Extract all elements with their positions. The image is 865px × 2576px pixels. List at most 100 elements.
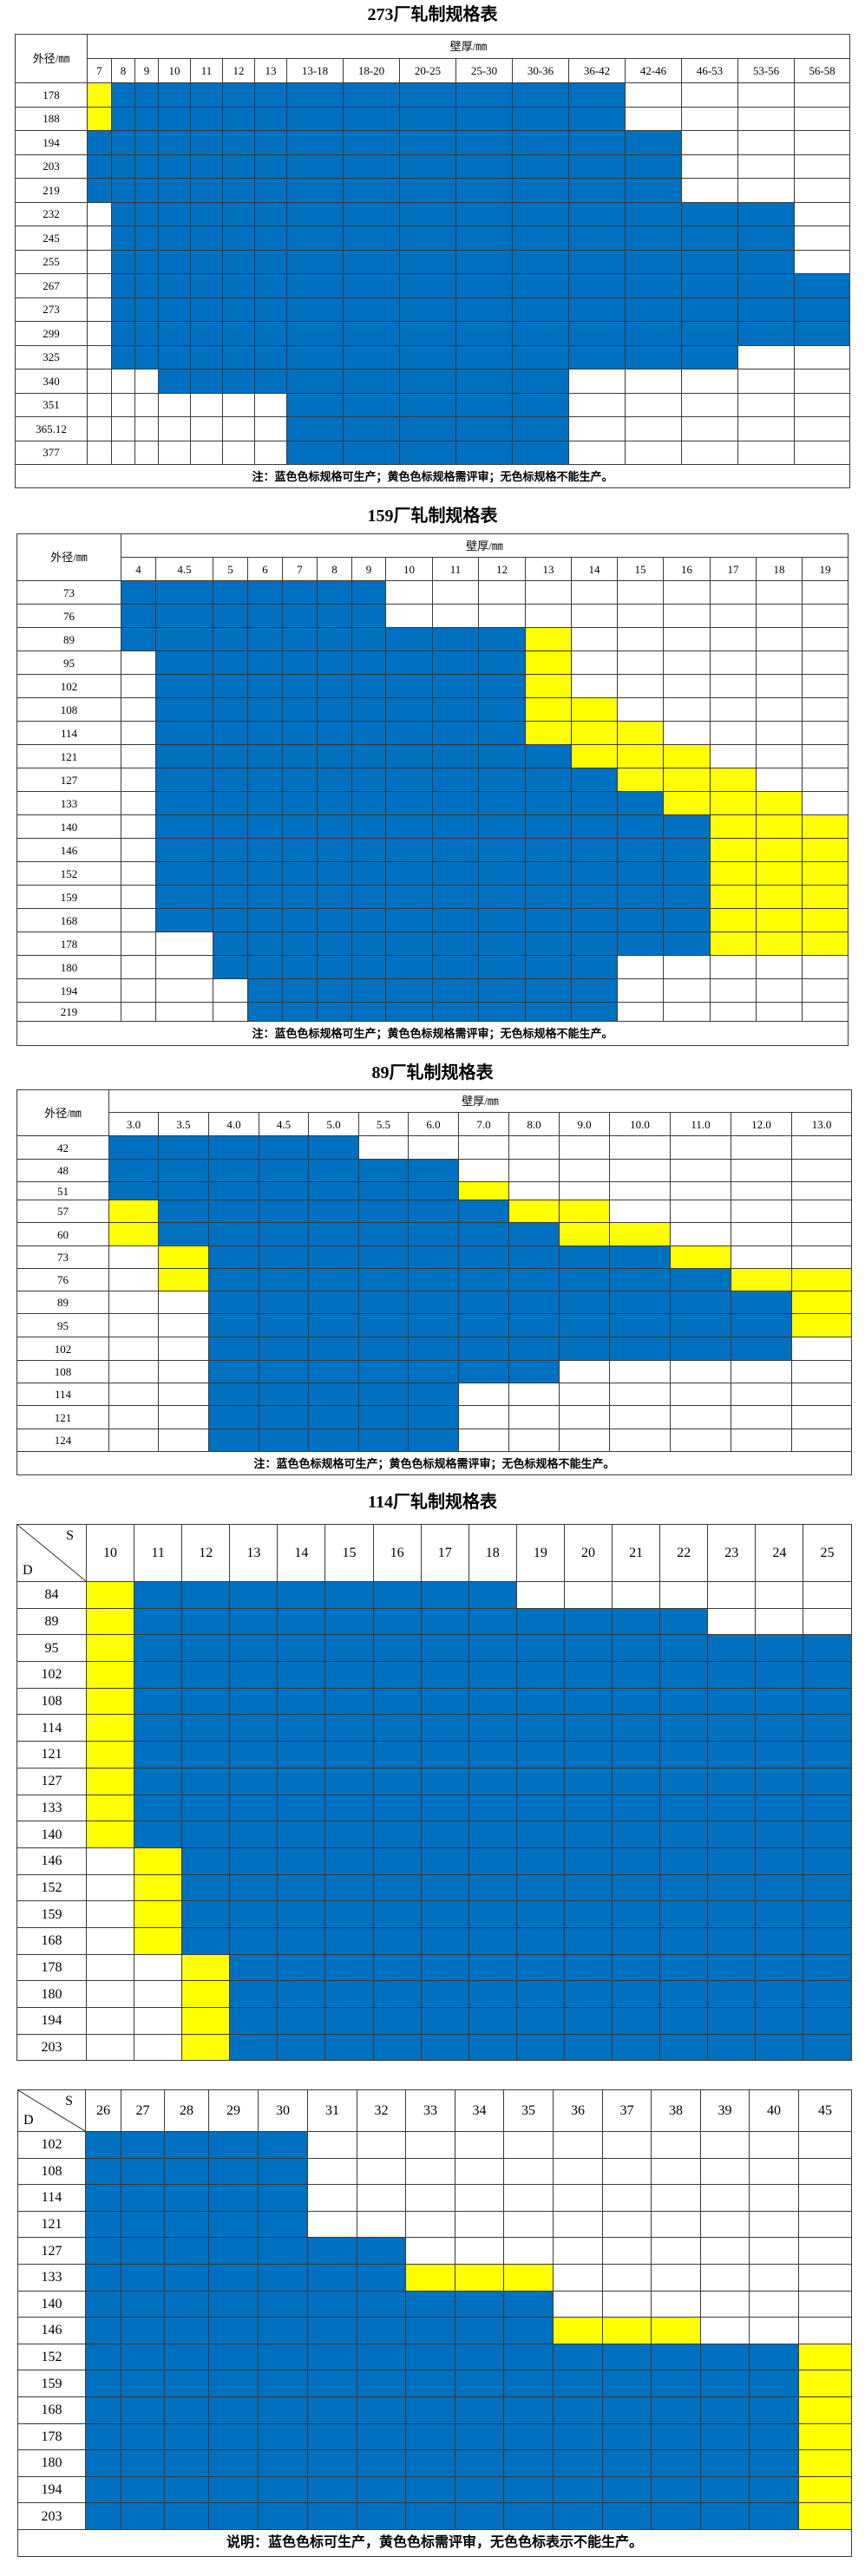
spec-cell	[87, 344, 112, 369]
spec-cell	[324, 1714, 374, 1742]
spec-cell	[455, 273, 513, 298]
spec-cell	[563, 1581, 613, 1609]
spec-cell	[258, 2317, 308, 2344]
spec-cell	[399, 392, 456, 417]
spec-cell	[737, 106, 795, 131]
spec-cell	[385, 627, 433, 651]
spec-cell	[247, 604, 283, 628]
spec-cell	[181, 1581, 231, 1609]
spec-cell	[134, 226, 159, 251]
spec-cell	[617, 955, 664, 979]
spec-cell	[121, 2131, 165, 2159]
header-row: S D 26 27 28 29 30 31 32 33 34 35 36 37 38 39 40 45	[17, 2089, 852, 2132]
spec-cell	[617, 580, 664, 605]
spec-cell	[181, 1926, 231, 1955]
spec-cell	[794, 321, 850, 346]
column-label: 12	[181, 1524, 231, 1582]
spec-cell	[158, 226, 191, 251]
row-label: 180	[16, 1980, 87, 2008]
spec-cell	[755, 1873, 804, 1902]
spec-cell	[258, 2422, 308, 2451]
column-labels-row: 4 4.5 5 6 7 8 9 10 11 12 13 14 15 16 17 18 19	[17, 557, 849, 581]
spec-cell	[385, 932, 433, 956]
spec-cell	[791, 1222, 852, 1246]
spec-cell	[399, 201, 456, 226]
spec-cell	[164, 2237, 209, 2265]
spec-cell	[111, 82, 135, 108]
spec-cell	[282, 627, 318, 651]
spec-cell	[700, 2263, 750, 2292]
spec-cell	[432, 674, 479, 698]
spec-cell	[625, 440, 682, 465]
row-header-label: 外径/㎜	[16, 533, 121, 581]
spec-cell	[478, 838, 526, 862]
spec-cell	[525, 651, 572, 675]
spec-cell	[155, 1002, 213, 1022]
spec-cell	[399, 130, 456, 155]
spec-cell	[108, 1222, 159, 1246]
spec-cell	[707, 1847, 757, 1875]
row-label: 194	[16, 978, 121, 1003]
spec-cell	[659, 1661, 709, 1689]
spec-cell	[710, 791, 757, 815]
spec-cell	[229, 1847, 279, 1875]
spec-cell	[208, 2210, 259, 2239]
spec-cell	[351, 908, 386, 932]
spec-cell	[308, 1337, 359, 1361]
spec-cell	[85, 2237, 121, 2265]
column-label: 9	[134, 58, 159, 83]
spec-cell	[351, 721, 386, 745]
spec-cell	[181, 1794, 231, 1822]
spec-cell	[612, 1634, 661, 1663]
spec-cell	[247, 955, 283, 979]
spec-cell	[85, 1953, 135, 1982]
spec-cell	[803, 1714, 852, 1742]
row-label: 89	[16, 1607, 87, 1636]
spec-cell	[317, 697, 352, 722]
spec-cell	[791, 1268, 852, 1291]
spec-cell	[190, 178, 223, 203]
spec-cell	[213, 908, 248, 932]
spec-cell	[111, 249, 135, 274]
row-label: 57	[16, 1200, 109, 1223]
column-label: 16	[663, 557, 711, 581]
spec-cell	[659, 1634, 709, 1663]
spec-cell	[707, 1821, 757, 1848]
spec-cell	[478, 744, 526, 768]
spec-cell	[229, 1661, 279, 1689]
spec-cell	[324, 1767, 374, 1795]
spec-cell	[286, 249, 344, 274]
spec-cell	[121, 2343, 165, 2371]
table-row: 121	[17, 2210, 852, 2239]
spec-cell	[190, 201, 223, 226]
header-row: 外径/㎜ 壁厚/㎜	[15, 34, 850, 83]
spec-cell	[515, 1926, 565, 1955]
spec-cell	[803, 1900, 852, 1928]
spec-cell	[731, 1268, 792, 1291]
table-row: 133	[16, 791, 849, 815]
spec-cell	[670, 1268, 731, 1291]
spec-cell	[625, 344, 682, 369]
spec-cell	[385, 861, 433, 886]
spec-cell	[525, 908, 572, 932]
spec-cell	[164, 2157, 209, 2186]
spec-cell	[282, 955, 318, 979]
spec-cell	[134, 2033, 183, 2062]
spec-cell	[208, 1313, 259, 1337]
spec-cell	[571, 744, 618, 768]
spec-cell	[525, 814, 572, 839]
spec-cell	[659, 2033, 709, 2062]
spec-cell	[659, 1953, 709, 1982]
spec-cell	[87, 201, 112, 226]
spec-cell	[308, 1181, 359, 1200]
spec-cell	[87, 440, 112, 465]
spec-cell	[617, 861, 664, 886]
spec-cell	[794, 178, 850, 203]
table-row: 95	[16, 1634, 852, 1663]
spec-cell	[455, 369, 513, 394]
row-label: 102	[16, 1337, 109, 1361]
spec-cell	[158, 1337, 209, 1361]
spec-cell	[247, 768, 283, 792]
spec-cell	[559, 1159, 610, 1182]
spec-cell	[798, 2370, 852, 2397]
